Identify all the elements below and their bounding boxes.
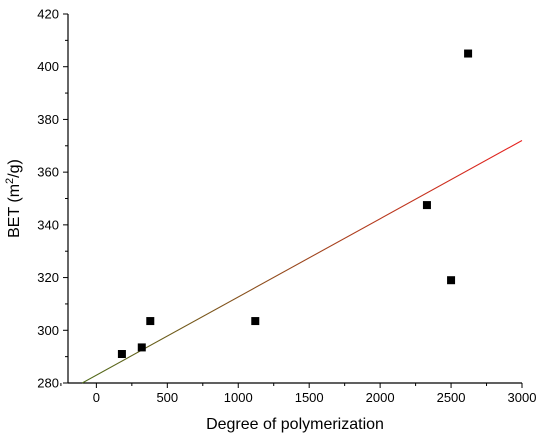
data-point	[422, 201, 431, 210]
y-tick-label: 340	[37, 217, 59, 232]
y-tick-label: 400	[37, 59, 59, 74]
data-point	[146, 317, 155, 326]
y-axis-title-superscript: 2	[4, 178, 16, 184]
x-tick-label: 500	[156, 390, 178, 405]
fit-line-group	[81, 140, 523, 384]
x-tick-label: 0	[93, 390, 100, 405]
y-tick-label: 280	[37, 376, 59, 391]
y-axis-title: BET (m2/g)	[4, 159, 23, 238]
ticks: 0 500 1000 1500 2000 2500 3000 280 300 320 340 360 3…	[37, 7, 536, 406]
y-tick-label: 420	[37, 7, 59, 22]
x-tick-label: 2500	[437, 390, 466, 405]
y-axis-title-prefix: BET (m	[6, 184, 23, 238]
y-tick-label: 320	[37, 270, 59, 285]
y-tick-label: 360	[37, 165, 59, 180]
y-tick-label: 300	[37, 323, 59, 338]
fit-line	[81, 140, 523, 384]
x-tick-label: 2000	[366, 390, 395, 405]
data-point	[251, 317, 260, 326]
y-axis-title-suffix: /g)	[6, 159, 23, 178]
data-point	[117, 350, 126, 359]
x-axis-title: Degree of polymerization	[206, 416, 384, 433]
x-tick-label: 1000	[224, 390, 253, 405]
x-tick-label: 3000	[508, 390, 537, 405]
x-tick-label: 1500	[295, 390, 324, 405]
data-point	[137, 343, 146, 352]
data-point	[464, 49, 473, 58]
axes	[67, 14, 522, 384]
data-point	[447, 276, 456, 285]
data-points	[117, 49, 473, 359]
y-tick-label: 380	[37, 112, 59, 127]
